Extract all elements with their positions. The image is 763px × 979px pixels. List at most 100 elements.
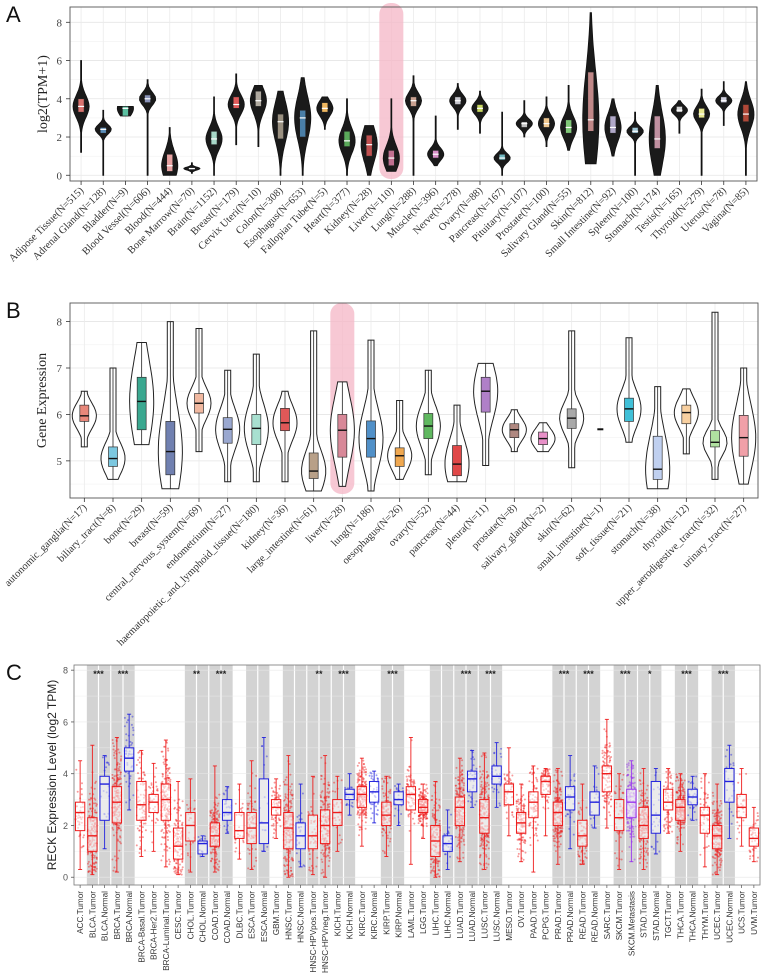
violin-15: [501, 409, 527, 453]
data-point: [327, 865, 330, 868]
data-point: [173, 789, 176, 792]
box: [698, 108, 705, 119]
data-point: [285, 869, 288, 872]
data-point: [500, 755, 503, 758]
data-point: [283, 864, 286, 867]
data-point: [125, 733, 128, 736]
data-point: [197, 836, 200, 838]
data-point: [486, 781, 489, 784]
data-point: [95, 867, 98, 870]
box: [356, 786, 368, 808]
data-point: [362, 766, 365, 769]
data-point: [632, 764, 635, 767]
data-point: [80, 846, 83, 849]
box: [365, 134, 373, 157]
data-point: [670, 820, 673, 822]
data-point: [626, 766, 629, 768]
violin-body: [560, 85, 578, 151]
data-point: [395, 788, 398, 791]
data-point: [365, 780, 368, 783]
x-tick-label: READ.Normal: [591, 891, 600, 943]
violin-body: [515, 100, 533, 138]
x-tick-label: ESCA.Tumor: [248, 891, 257, 939]
shade-band: [184, 665, 196, 885]
data-point: [321, 868, 324, 871]
data-point: [174, 869, 177, 872]
data-point: [215, 861, 217, 864]
data-point: [89, 851, 92, 854]
data-point: [129, 782, 132, 785]
data-point: [407, 814, 410, 816]
violin-5: [183, 162, 201, 174]
data-point: [117, 826, 120, 829]
data-point: [211, 816, 214, 819]
data-point: [320, 775, 323, 777]
data-point: [94, 802, 97, 805]
data-point: [485, 790, 488, 793]
data-point: [212, 865, 215, 868]
violin-26: [648, 85, 666, 176]
data-point: [95, 811, 98, 814]
data-point: [76, 790, 79, 793]
data-point: [175, 819, 178, 822]
box-11: [209, 765, 221, 873]
data-point: [163, 836, 166, 839]
box: [720, 96, 728, 103]
data-point: [168, 863, 171, 866]
data-point: [518, 848, 521, 851]
data-point: [291, 793, 294, 796]
data-point: [320, 858, 323, 861]
data-point: [626, 821, 629, 824]
data-point: [609, 759, 612, 762]
data-point: [308, 853, 311, 856]
data-point: [534, 827, 537, 830]
data-point: [400, 813, 403, 815]
data-point: [370, 772, 373, 775]
x-tick-label: LUAD.Tumor: [456, 891, 465, 939]
data-point: [671, 782, 674, 785]
data-point: [340, 779, 343, 782]
violin-9: [329, 381, 355, 487]
data-point: [163, 848, 166, 851]
data-point: [163, 758, 166, 761]
data-point: [93, 854, 96, 857]
box-1: [86, 744, 98, 876]
data-point: [462, 834, 465, 837]
box: [650, 780, 662, 834]
box: [587, 71, 595, 132]
data-point: [242, 841, 245, 844]
violin-23: [582, 12, 600, 165]
data-point: [88, 803, 91, 805]
violin-body: [449, 83, 467, 130]
box: [321, 102, 329, 113]
data-point: [487, 775, 490, 777]
violin-1: [100, 367, 126, 480]
data-point: [609, 751, 612, 753]
data-point: [168, 772, 171, 774]
data-point: [289, 801, 292, 804]
data-point: [138, 761, 141, 764]
data-point: [123, 716, 126, 719]
data-point: [457, 787, 460, 790]
data-point: [595, 789, 598, 792]
box: [381, 801, 392, 826]
box: [552, 801, 564, 826]
data-point: [536, 823, 539, 826]
x-tick-label: BRCA-Luminal.Tumor: [162, 891, 171, 971]
box: [564, 786, 576, 811]
box: [210, 130, 218, 145]
data-point: [168, 858, 171, 861]
data-point: [284, 873, 287, 876]
data-point: [319, 795, 322, 798]
data-point: [156, 789, 158, 792]
data-point: [371, 812, 374, 815]
data-point: [418, 797, 421, 800]
data-point: [481, 773, 484, 776]
data-point: [234, 802, 237, 805]
data-point: [515, 805, 518, 808]
data-point: [165, 758, 168, 761]
data-point: [235, 847, 238, 850]
data-point: [321, 861, 324, 863]
data-point: [554, 837, 556, 840]
data-point: [430, 858, 432, 861]
